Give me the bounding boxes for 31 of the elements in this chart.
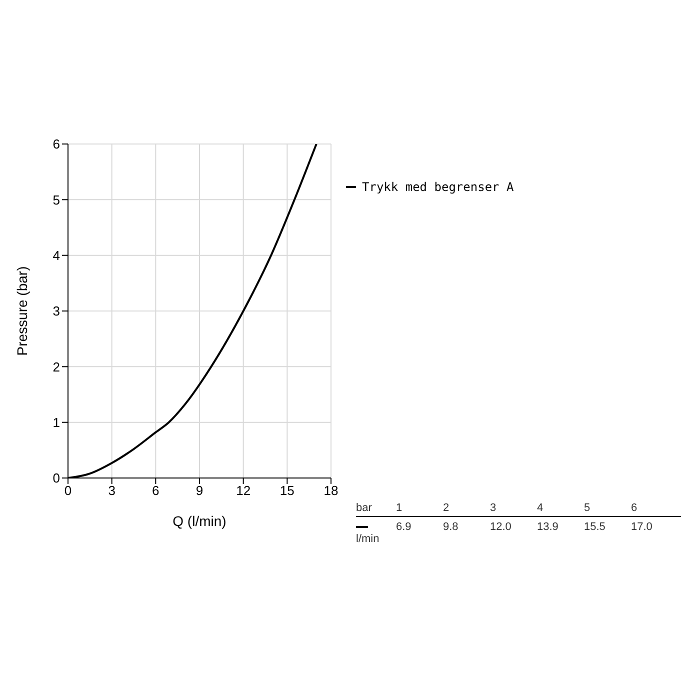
y-tick-label: 0	[52, 470, 60, 486]
x-tick-label: 18	[324, 483, 338, 498]
text: 2	[443, 502, 450, 514]
x-tick-label: 6	[152, 483, 160, 498]
x-tick-label: 3	[108, 483, 116, 498]
text: 6	[631, 502, 638, 514]
text: 9.8	[443, 521, 460, 535]
y-tick-label: 2	[52, 359, 60, 374]
y-tick-label: 6	[52, 136, 60, 152]
y-tick-label: 4	[52, 248, 60, 263]
x-tick-label: 12	[236, 483, 251, 498]
x-tick-label: 9	[196, 483, 204, 498]
text: 6.9	[396, 521, 412, 535]
text: 17.0	[631, 521, 654, 535]
text: 15.5	[584, 521, 606, 535]
text: 12.0	[490, 521, 512, 535]
x-tick-label: 0	[64, 483, 72, 498]
y-tick-label: 5	[52, 192, 60, 208]
text: 4	[537, 502, 544, 514]
x-tick-label: 15	[280, 483, 294, 498]
legend-label: Trykk med begrenser A	[362, 180, 514, 194]
text: 13.9	[537, 521, 560, 535]
text: l/min	[356, 532, 380, 545]
y-axis-title: Pressure (bar)	[14, 266, 30, 356]
text: 3	[490, 502, 498, 514]
text: bar	[356, 502, 373, 514]
y-tick-label: 1	[52, 414, 60, 430]
text: 5	[584, 502, 592, 514]
y-tick-label: 3	[52, 304, 60, 319]
text: 1	[396, 502, 404, 514]
x-axis-title: Q (l/min)	[172, 513, 226, 529]
